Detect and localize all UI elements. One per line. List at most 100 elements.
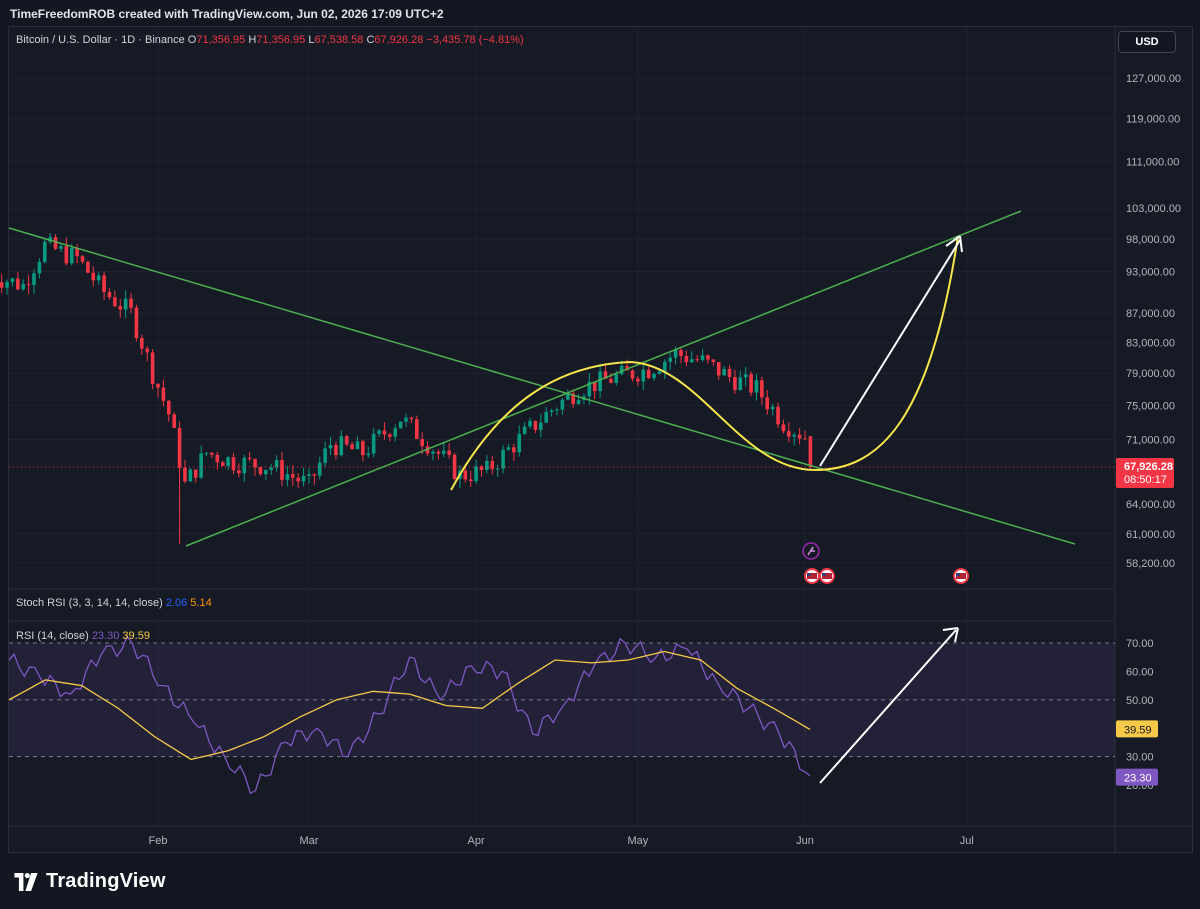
time-axis-label: Jul xyxy=(960,835,974,847)
candle xyxy=(436,449,441,460)
candle-body xyxy=(749,374,753,393)
arrow-head-icon xyxy=(945,235,963,253)
candle xyxy=(441,441,446,458)
candle xyxy=(716,362,721,380)
candle-body xyxy=(468,479,473,482)
rsi-legend[interactable]: RSI (14, close) 23.30 39.59 xyxy=(16,630,150,642)
stoch-rsi-label: Stoch RSI (3, 3, 14, 14, close) xyxy=(16,597,163,609)
candle xyxy=(156,383,160,397)
candle-body xyxy=(344,436,349,445)
candle xyxy=(199,445,203,480)
candle-body xyxy=(716,362,721,376)
candle-body xyxy=(204,452,209,454)
candle-body xyxy=(156,383,160,388)
candle xyxy=(706,354,710,364)
candle-body xyxy=(193,469,198,478)
time-axis-label: Feb xyxy=(149,835,168,847)
candle xyxy=(307,468,311,484)
candle-body xyxy=(253,458,257,468)
candle-body xyxy=(479,466,484,470)
candle xyxy=(803,430,807,440)
candle xyxy=(598,363,602,399)
candle xyxy=(183,459,187,484)
rsi-axis-label: 70.00 xyxy=(1126,638,1154,650)
candle xyxy=(549,408,554,417)
candle-body xyxy=(652,373,656,379)
candle xyxy=(344,434,349,447)
candle xyxy=(242,454,247,482)
candle xyxy=(129,292,133,313)
candle-body xyxy=(485,460,489,470)
candle-body xyxy=(517,433,522,453)
candle xyxy=(468,470,473,487)
candle xyxy=(754,373,759,401)
candle xyxy=(663,358,667,380)
price-tick-label: 98,000.00 xyxy=(1126,234,1175,246)
candle-body xyxy=(738,377,743,391)
candle xyxy=(700,348,705,362)
candle-body xyxy=(512,447,516,453)
candle-body xyxy=(64,246,69,264)
candle-body xyxy=(733,377,737,391)
candle xyxy=(501,444,505,474)
candle xyxy=(787,422,791,443)
candle xyxy=(490,455,495,475)
candle-body xyxy=(220,462,225,467)
rsi-ma-badge xyxy=(1116,720,1158,738)
candle-body xyxy=(625,366,629,371)
price-tick-label: 111,000.00 xyxy=(1126,157,1179,169)
candle-body xyxy=(86,261,90,273)
candle xyxy=(0,274,4,294)
candle-body xyxy=(754,380,759,393)
candle-body xyxy=(684,356,689,363)
candle xyxy=(274,455,279,472)
candle xyxy=(506,443,511,451)
candle-body xyxy=(382,430,387,435)
currency-button[interactable]: USD xyxy=(1118,31,1176,53)
candle xyxy=(738,370,743,391)
candle-body xyxy=(431,451,435,454)
candle-body xyxy=(123,298,128,310)
candle-body xyxy=(474,466,478,482)
candle xyxy=(150,349,155,390)
candle xyxy=(123,290,128,318)
publish-caption: TimeFreedomROB created with TradingView.… xyxy=(10,7,444,21)
candle-body xyxy=(377,430,381,434)
candle xyxy=(512,443,516,462)
candle-body xyxy=(619,366,624,375)
candle-body xyxy=(59,246,63,249)
candle-body xyxy=(361,441,365,456)
candle xyxy=(646,366,651,379)
candle-body xyxy=(787,431,791,437)
candle-body xyxy=(743,374,748,378)
candle-body xyxy=(285,474,290,480)
candle-body xyxy=(317,462,322,476)
candle xyxy=(96,272,101,285)
candle-body xyxy=(614,374,619,383)
high-label: H xyxy=(248,34,257,46)
candle xyxy=(166,399,171,422)
candle xyxy=(695,355,699,363)
candle-body xyxy=(199,453,203,478)
rsi-label: RSI (14, close) xyxy=(16,630,89,642)
price-tick-label: 83,000.00 xyxy=(1126,337,1175,349)
tradingview-logo[interactable]: TradingView xyxy=(12,870,166,893)
candle-body xyxy=(598,371,602,392)
candle xyxy=(641,364,646,391)
stoch-rsi-legend[interactable]: Stoch RSI (3, 3, 14, 14, close) 2.06 5.1… xyxy=(16,597,212,609)
candle-body xyxy=(296,477,300,482)
candle-body xyxy=(447,450,451,455)
candle-body xyxy=(792,434,797,437)
rsi-value-badge xyxy=(1116,768,1158,786)
candle-body xyxy=(463,470,468,480)
candle-body xyxy=(808,436,813,467)
candle xyxy=(555,407,559,416)
candle-body xyxy=(339,436,344,456)
candle-body xyxy=(5,282,9,288)
candle xyxy=(447,443,451,459)
candle-body xyxy=(129,298,133,308)
candle-body xyxy=(549,410,554,412)
candle xyxy=(733,369,737,395)
candle xyxy=(711,358,716,366)
